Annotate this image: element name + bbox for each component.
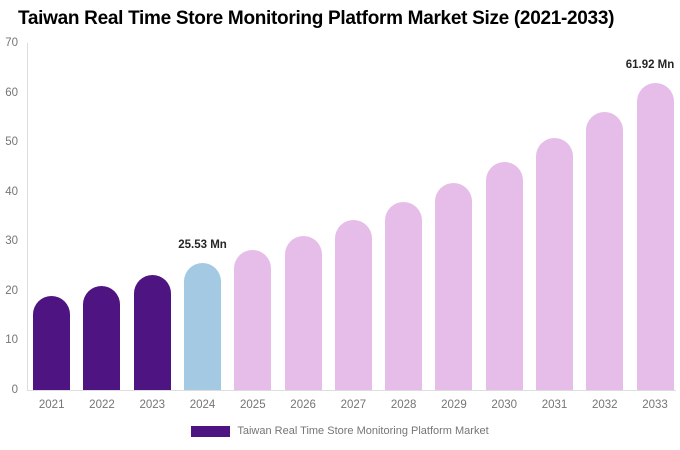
y-tick-label-10: 10 bbox=[5, 334, 18, 347]
bar-2025[interactable] bbox=[234, 250, 272, 390]
x-tick-label-2023: 2023 bbox=[139, 399, 166, 411]
x-tick-label-2027: 2027 bbox=[340, 399, 367, 411]
x-tick-label-2022: 2022 bbox=[89, 399, 115, 411]
bar-2032[interactable] bbox=[586, 111, 624, 390]
legend-swatch-icon bbox=[191, 425, 231, 437]
bar-2022[interactable] bbox=[83, 286, 121, 390]
y-tick-label-20: 20 bbox=[5, 284, 18, 297]
x-tick-label-2030: 2030 bbox=[491, 399, 518, 411]
bar-2029[interactable] bbox=[435, 182, 473, 390]
bar-2033[interactable] bbox=[636, 83, 674, 390]
bar-2023[interactable] bbox=[133, 275, 171, 390]
chart-title: Taiwan Real Time Store Monitoring Platfo… bbox=[18, 8, 615, 29]
bar-2021[interactable] bbox=[33, 295, 71, 390]
x-axis-line bbox=[27, 390, 676, 391]
bar-2027[interactable] bbox=[334, 219, 372, 390]
y-tick-label-0: 0 bbox=[11, 384, 18, 396]
y-tick-label-40: 40 bbox=[5, 185, 18, 198]
y-axis-line bbox=[27, 43, 28, 391]
y-tick-label-60: 60 bbox=[5, 86, 18, 99]
x-tick-label-2033: 2033 bbox=[642, 399, 668, 411]
legend[interactable]: Taiwan Real Time Store Monitoring Platfo… bbox=[0, 425, 680, 437]
x-tick-label-2028: 2028 bbox=[390, 399, 417, 411]
x-tick-label-2024: 2024 bbox=[189, 399, 216, 411]
x-tick-label-2021: 2021 bbox=[38, 399, 65, 411]
bar-2030[interactable] bbox=[485, 161, 523, 390]
y-tick-label-70: 70 bbox=[5, 37, 18, 49]
bar-2031[interactable] bbox=[536, 137, 573, 390]
x-tick-label-2029: 2029 bbox=[441, 399, 467, 411]
y-tick-label-50: 50 bbox=[5, 136, 18, 149]
value-label-2033: 61.92 Mn bbox=[625, 59, 675, 72]
x-tick-label-2032: 2032 bbox=[591, 399, 618, 411]
value-label-2024: 25.53 Mn bbox=[178, 239, 227, 252]
bar-2026[interactable] bbox=[284, 235, 322, 390]
bar-2024[interactable] bbox=[184, 263, 222, 390]
legend-label: Taiwan Real Time Store Monitoring Platfo… bbox=[237, 425, 489, 437]
x-tick-label-2031: 2031 bbox=[541, 399, 568, 411]
bar-2028[interactable] bbox=[385, 202, 423, 390]
x-tick-label-2026: 2026 bbox=[290, 399, 316, 411]
x-tick-label-2025: 2025 bbox=[240, 399, 266, 411]
y-tick-label-30: 30 bbox=[5, 235, 18, 248]
